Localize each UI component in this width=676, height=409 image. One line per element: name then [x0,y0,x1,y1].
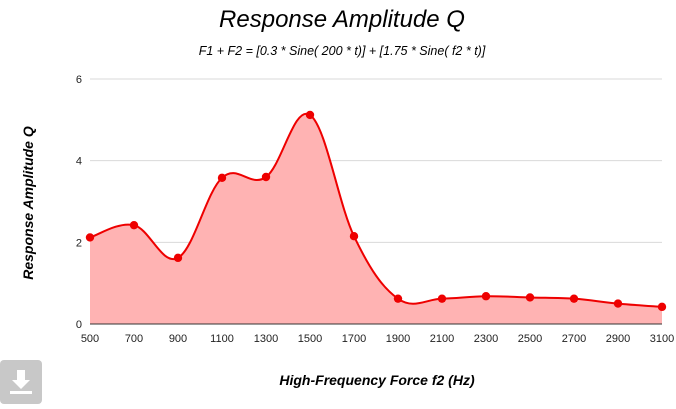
data-point[interactable] [261,172,271,182]
x-tick-label: 500 [81,333,99,345]
y-tick-label: 4 [76,156,82,168]
data-point[interactable] [85,233,95,242]
x-tick-label: 2300 [474,333,498,345]
data-point[interactable] [437,294,447,303]
download-button[interactable] [0,360,42,404]
chart-title: Response Amplitude Q [219,6,465,33]
area-fill [90,113,662,324]
data-point[interactable] [305,110,315,120]
data-point[interactable] [481,292,491,301]
y-tick-label: 6 [76,74,82,86]
y-tick-label: 0 [76,319,82,331]
x-tick-label: 1700 [342,333,366,345]
data-point[interactable] [393,294,403,303]
x-tick-label: 700 [125,333,143,345]
data-point[interactable] [217,173,227,183]
y-axis-ticks: 0 2 4 6 [76,74,82,331]
x-tick-label: 2100 [430,333,454,345]
plot-area [89,112,663,325]
x-tick-label: 2500 [518,333,542,345]
data-markers [85,110,667,312]
download-icon [10,370,32,394]
x-axis-ticks: 500 700 900 1100 1300 1500 1700 1900 2100 2300 250… [81,333,674,345]
chart-subtitle: F1 + F2 = [0.3 * Sine( 200 * t)] + [1.75… [199,44,486,58]
x-tick-label: 1300 [254,333,278,345]
x-tick-label: 2900 [606,333,630,345]
data-point[interactable] [657,302,667,312]
x-tick-label: 2700 [562,333,586,345]
y-axis-label: Response Amplitude Q [20,126,36,280]
data-point[interactable] [613,299,623,308]
data-point[interactable] [129,220,139,230]
x-tick-label: 1900 [386,333,410,345]
x-tick-label: 1100 [210,333,234,345]
data-point[interactable] [569,294,579,303]
data-point[interactable] [525,293,535,302]
x-tick-label: 900 [169,333,187,345]
y-tick-label: 2 [76,237,82,249]
x-tick-label: 1500 [298,333,322,345]
x-axis-label: High-Frequency Force f2 (Hz) [279,372,475,388]
data-point[interactable] [349,232,359,241]
data-point[interactable] [173,253,183,263]
x-tick-label: 3100 [650,333,674,345]
